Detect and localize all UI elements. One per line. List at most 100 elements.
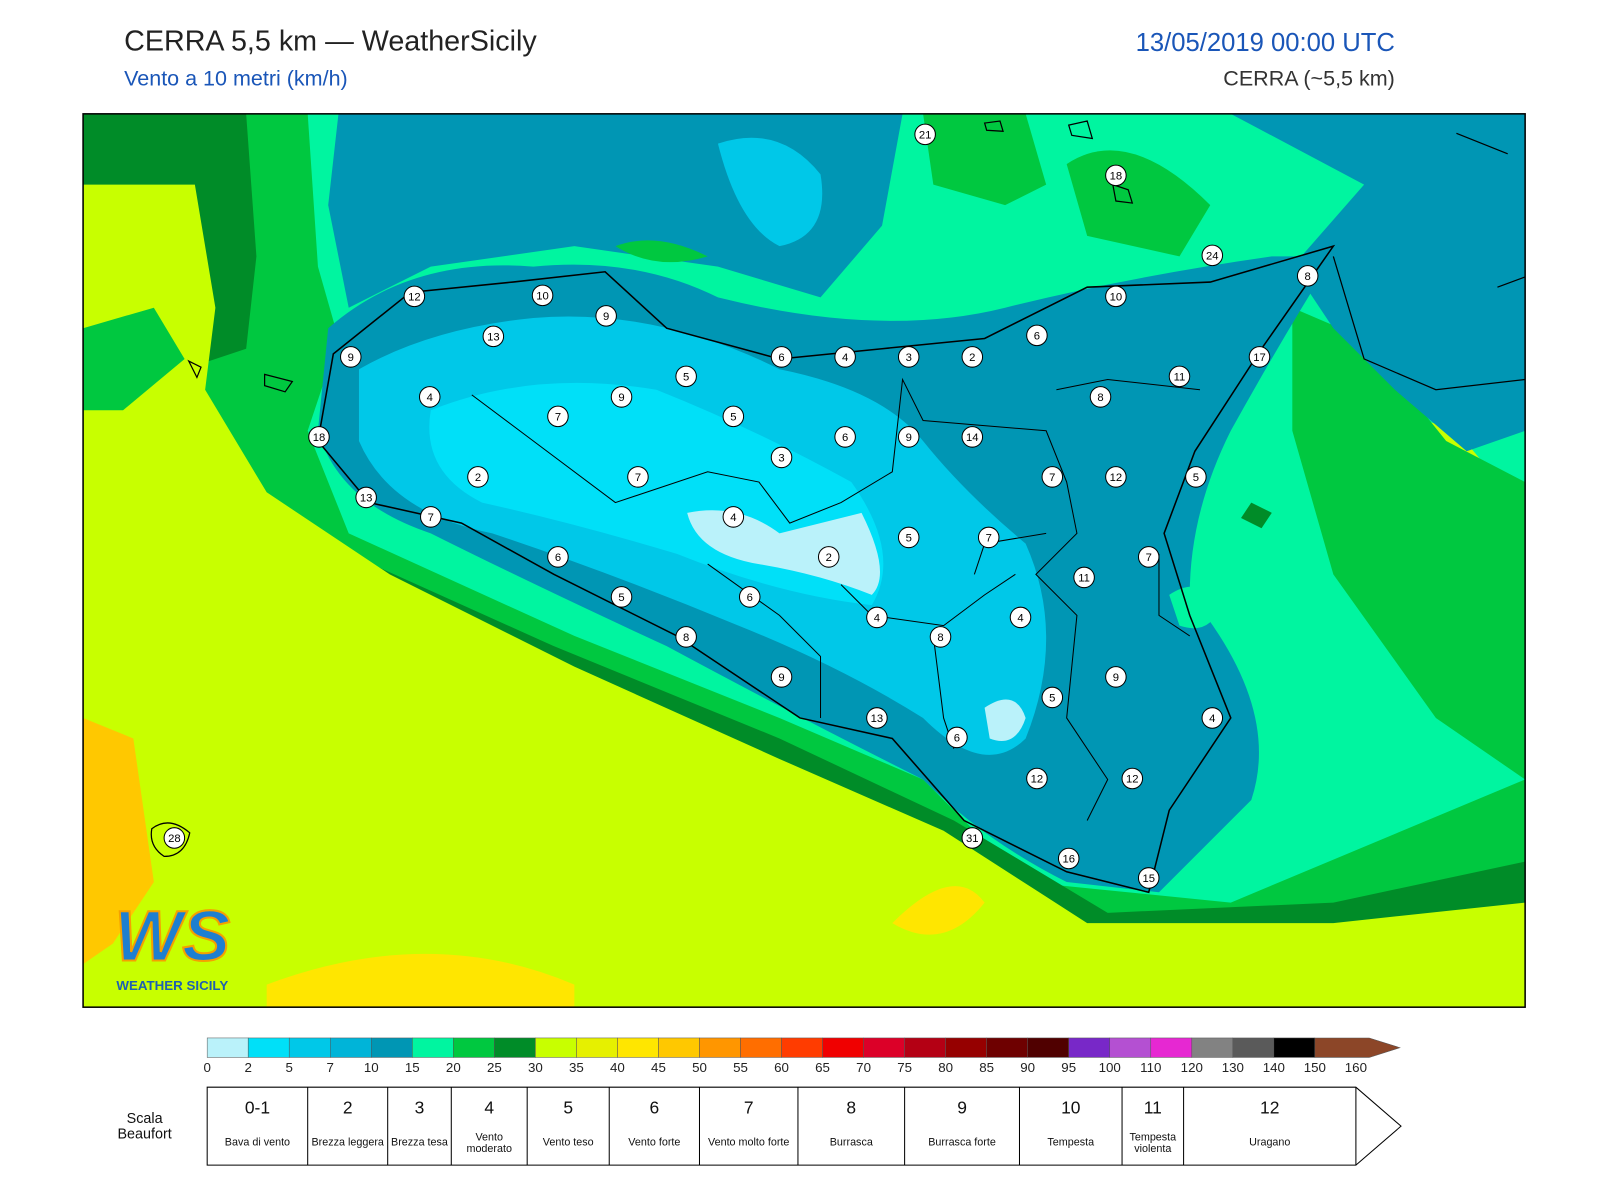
station-value: 7 [1146, 552, 1152, 564]
station-marker [418, 386, 441, 408]
station-marker [355, 486, 377, 509]
beaufort-description-box: Vento teso [543, 1137, 594, 1148]
beaufort-description: Bava di vento [224, 1136, 291, 1150]
colorbar-segment [658, 1037, 700, 1058]
beaufort-description: Vento moderato [466, 1131, 512, 1155]
station-value: 6 [747, 592, 753, 604]
colorbar-tick-label: 90 [1020, 1060, 1035, 1075]
colorbar-tick-label: 2 [244, 1060, 251, 1075]
beaufort-description-box: Brezza tesa [391, 1136, 448, 1150]
beaufort-description: Tempesta violenta [1129, 1131, 1177, 1155]
beaufort-description-box: Burrasca forte [928, 1136, 996, 1150]
colorbar-tick-label: 75 [897, 1060, 912, 1075]
station-value: 13 [360, 492, 373, 504]
station-value: 18 [313, 432, 326, 444]
beaufort-description-box: Tempesta violenta [1129, 1131, 1177, 1155]
station-value: 13 [871, 713, 884, 725]
colorbar-segment [1273, 1037, 1316, 1058]
station-value: 2 [969, 352, 975, 364]
station-marker [610, 386, 633, 408]
station-value: 4 [874, 612, 880, 624]
colorbar: 0 2 5 7 10 15 20 25 30 35 40 45 50 55 60 65 70 75 80 85 90 95… [203, 1037, 1401, 1075]
beaufort-force: 7 [744, 1097, 754, 1117]
station-value: 21 [919, 129, 932, 141]
colorbar-segment [535, 1037, 577, 1058]
station-marker [1105, 285, 1127, 308]
beaufort-force: 4 [484, 1097, 494, 1117]
station-value: 3 [778, 452, 784, 464]
colorbar-segment [904, 1037, 946, 1058]
station-marker [547, 405, 569, 428]
colorbar-tick-label: 7 [327, 1060, 334, 1075]
colorbar-segment [1027, 1037, 1069, 1058]
station-marker [1248, 346, 1271, 368]
colorbar-segment [699, 1037, 741, 1058]
station-value: 6 [954, 732, 960, 744]
station-value: 15 [1142, 873, 1155, 885]
station-marker [1168, 365, 1191, 388]
beaufort-description: Vento molto forte [707, 1136, 790, 1150]
station-marker [722, 506, 745, 528]
station-marker [977, 526, 1000, 549]
colorbar-segment [1109, 1037, 1152, 1058]
station-marker [1105, 466, 1127, 488]
colorbar-tick-label: 70 [856, 1060, 871, 1075]
colorbar-segment [1232, 1037, 1275, 1058]
station-value: 2 [475, 472, 481, 484]
colorbar-segment [617, 1037, 659, 1058]
station-value: 4 [1209, 713, 1215, 725]
station-marker [1041, 686, 1064, 709]
beaufort-description: Tempesta [1047, 1136, 1095, 1150]
colorbar-tick-label: 45 [651, 1060, 666, 1075]
beaufort-description-box: Bava di vento [224, 1136, 291, 1150]
colorbar-segment [412, 1037, 454, 1058]
station-value: 5 [683, 371, 689, 383]
beaufort-description: Burrasca forte [928, 1136, 996, 1150]
beaufort-description: Uragano [1249, 1136, 1291, 1150]
station-value: 5 [618, 592, 624, 604]
station-value: 5 [1049, 692, 1055, 704]
station-value: 13 [487, 331, 500, 343]
beaufort-description: Brezza tesa [391, 1136, 448, 1150]
beaufort-label: Scala Beaufort [117, 1110, 172, 1142]
colorbar-segment [453, 1037, 495, 1058]
colorbar-tick-label: 120 [1181, 1060, 1203, 1075]
beaufort-description: Brezza leggera [311, 1136, 384, 1150]
title: CERRA 5,5 km — WeatherSicily [124, 26, 537, 58]
station-value: 5 [730, 411, 736, 423]
station-value: 28 [168, 833, 181, 845]
colorbar-tick-label: 20 [446, 1060, 461, 1075]
beaufort-description-box: Vento moderato [466, 1131, 512, 1155]
station-value: 12 [1110, 472, 1123, 484]
station-value: 6 [555, 552, 561, 564]
colorbar-tick-label: 40 [610, 1060, 625, 1075]
station-value: 8 [683, 632, 689, 644]
station-value: 12 [1031, 773, 1044, 785]
station-value: 7 [986, 532, 992, 544]
colorbar-tick-label: 30 [528, 1060, 543, 1075]
station-marker [929, 626, 952, 648]
station-value: 7 [1049, 472, 1055, 484]
station-marker [817, 546, 840, 568]
colorbar-segment [1314, 1037, 1401, 1058]
station-marker [675, 626, 697, 648]
station-marker [961, 426, 984, 448]
station-marker [834, 346, 856, 368]
station-marker [610, 586, 633, 608]
beaufort-description-box: Uragano [1249, 1136, 1291, 1150]
station-value: 4 [842, 352, 848, 364]
station-marker [1089, 386, 1112, 408]
colorbar-tick-label: 25 [487, 1060, 502, 1075]
colorbar-tick-label: 110 [1140, 1060, 1161, 1075]
station-marker [547, 546, 569, 568]
station-value: 10 [536, 290, 549, 302]
station-marker [595, 305, 617, 327]
colorbar-segment [1068, 1037, 1110, 1058]
station-marker [946, 726, 968, 749]
station-value: 17 [1253, 352, 1266, 364]
station-marker [914, 123, 936, 146]
station-value: 8 [937, 632, 943, 644]
station-value: 5 [906, 532, 912, 544]
beaufort-force: 0-1 [245, 1097, 270, 1117]
